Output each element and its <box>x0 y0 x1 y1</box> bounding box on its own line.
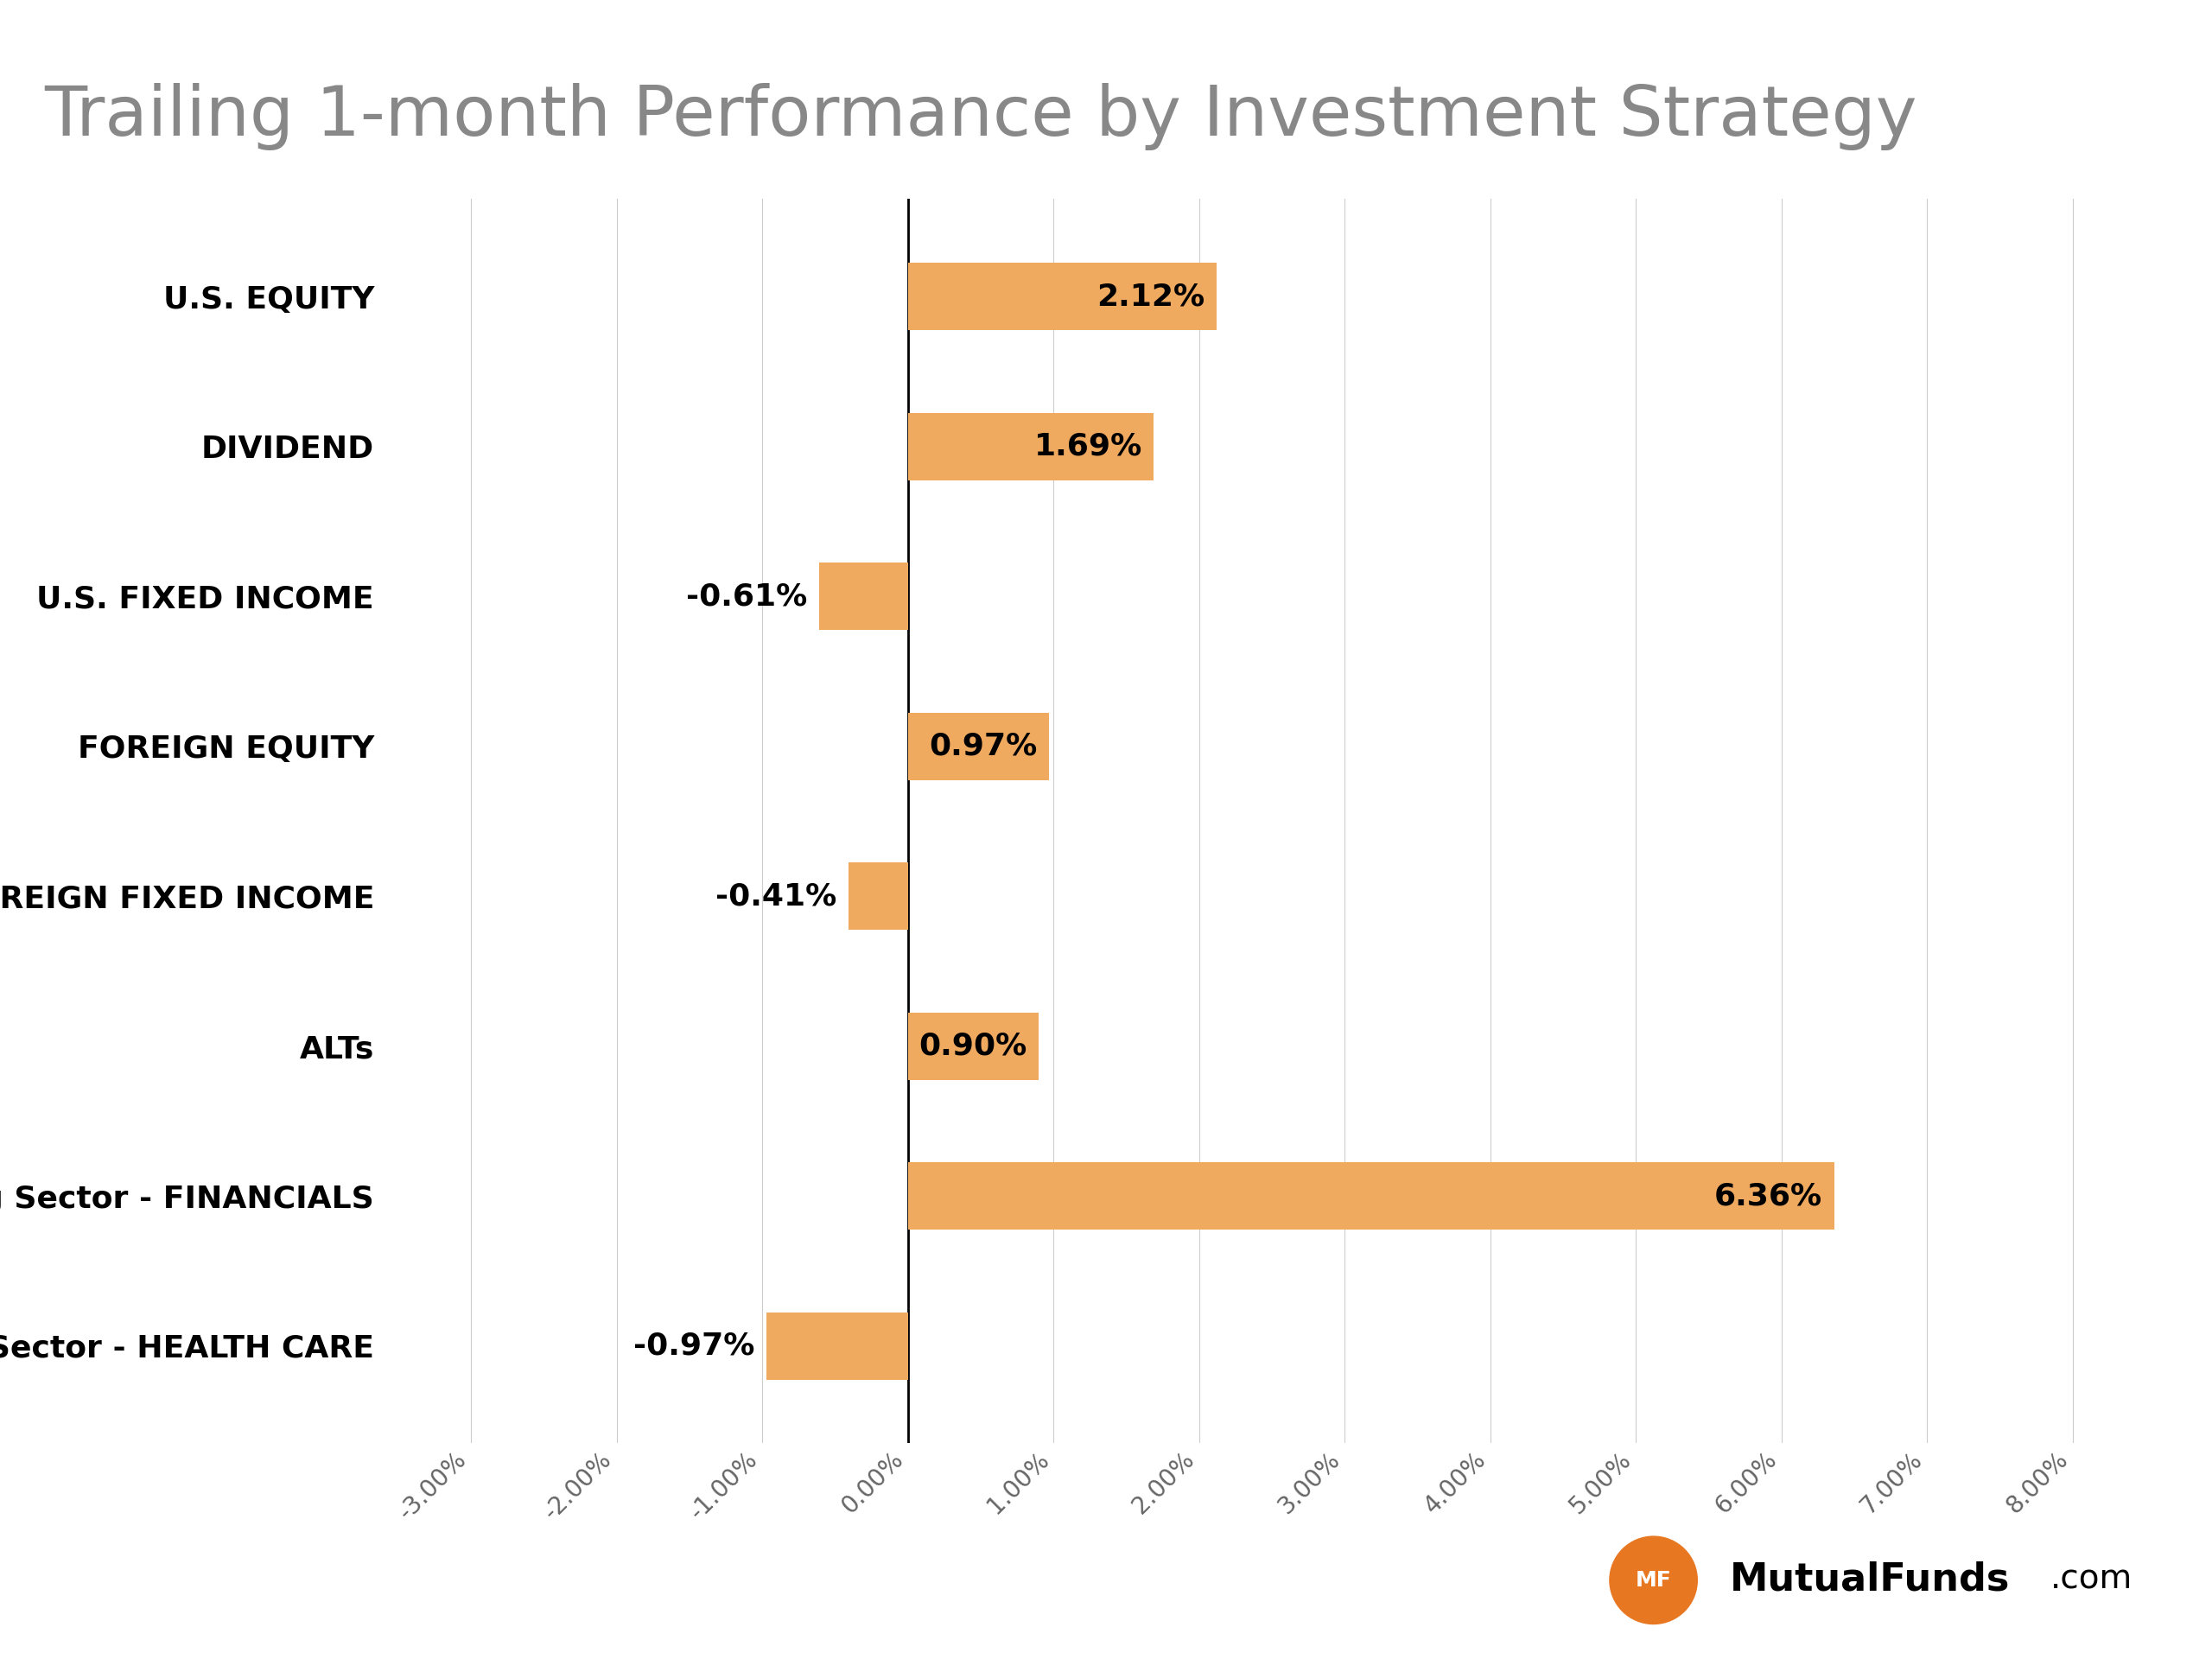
Text: -0.41%: -0.41% <box>714 881 836 911</box>
Bar <box>907 712 1048 780</box>
Text: 6.36%: 6.36% <box>1714 1181 1823 1211</box>
Bar <box>768 1312 907 1380</box>
Text: MutualFunds: MutualFunds <box>1730 1561 2011 1598</box>
Text: Trailing 1-month Performance by Investment Strategy: Trailing 1-month Performance by Investme… <box>44 83 1918 151</box>
Text: -0.97%: -0.97% <box>633 1331 754 1360</box>
Text: MF: MF <box>1635 1569 1672 1591</box>
Bar <box>907 1163 1834 1229</box>
Text: 1.69%: 1.69% <box>1033 431 1141 461</box>
Bar <box>818 562 907 630</box>
Bar <box>907 1012 1040 1080</box>
Text: .com: .com <box>2051 1563 2132 1596</box>
Text: 0.97%: 0.97% <box>929 732 1037 761</box>
Text: -0.61%: -0.61% <box>686 582 807 611</box>
Bar <box>907 413 1155 479</box>
Text: 2.12%: 2.12% <box>1097 282 1206 312</box>
Text: 0.90%: 0.90% <box>918 1032 1026 1060</box>
Circle shape <box>1610 1536 1697 1624</box>
Bar <box>907 262 1217 330</box>
Bar <box>847 863 907 931</box>
